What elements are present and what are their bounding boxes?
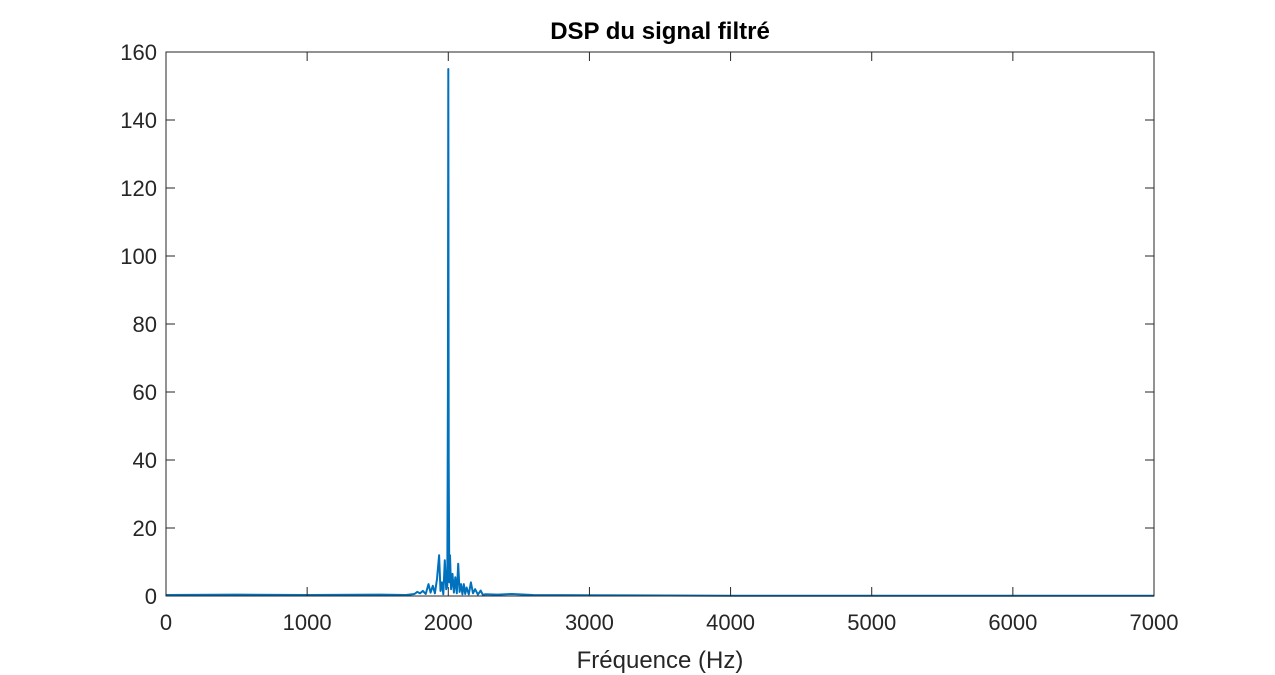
y-tick-label: 140 [120, 108, 157, 133]
y-tick-label: 120 [120, 176, 157, 201]
x-tick-label: 5000 [847, 610, 896, 635]
x-tick-label: 6000 [988, 610, 1037, 635]
chart-title: DSP du signal filtré [550, 18, 770, 45]
y-tick-label: 100 [120, 244, 157, 269]
x-tick-label: 0 [160, 610, 172, 635]
y-tick-label: 20 [133, 516, 157, 541]
y-tick-label: 60 [133, 380, 157, 405]
x-tick-label: 4000 [706, 610, 755, 635]
series-line-psd [165, 68, 1154, 597]
y-tick-label: 0 [145, 584, 157, 609]
y-tick-label: 40 [133, 448, 157, 473]
x-tick-label: 2000 [424, 610, 473, 635]
x-tick-label: 1000 [283, 610, 332, 635]
y-tick-label: 80 [133, 312, 157, 337]
plot-frame [165, 51, 1155, 597]
plot-area [165, 68, 1154, 597]
x-tick-label: 3000 [565, 610, 614, 635]
axes: 0 1000 2000 3000 4000 5000 6000 7000 0 20 40 60 80 10… [120, 40, 1178, 635]
x-axis-label: Fréquence (Hz) [577, 647, 744, 674]
y-tick-label: 160 [120, 40, 157, 65]
x-tick-label: 7000 [1130, 610, 1179, 635]
